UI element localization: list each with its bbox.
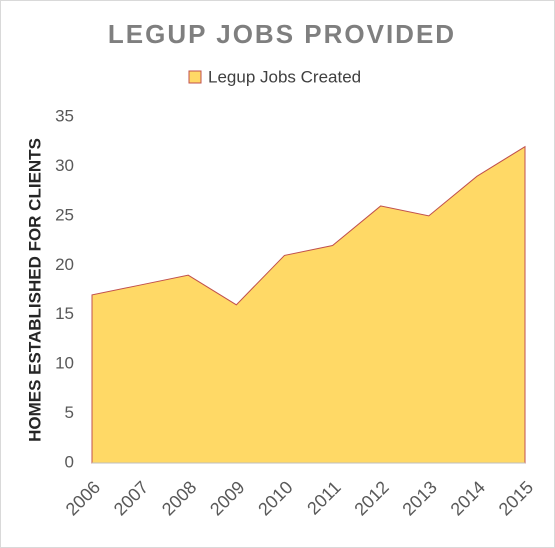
y-tick-label: 25: [55, 205, 74, 224]
y-tick-label: 15: [55, 304, 74, 323]
legend-swatch: [188, 70, 202, 84]
chart-title: LEGUP JOBS PROVIDED: [108, 19, 456, 49]
area: [91, 145, 526, 464]
y-tick-label: 35: [55, 106, 74, 125]
y-tick-label: 20: [55, 255, 74, 274]
legend-label: Legup Jobs Created: [208, 67, 361, 86]
y-tick-label: 30: [55, 156, 74, 175]
y-tick-label: 10: [55, 354, 74, 373]
y-tick-label: 0: [65, 452, 74, 471]
y-tick-label: 5: [65, 403, 74, 422]
y-axis-label: HOMES ESTABLISHED FOR CLIENTS: [25, 138, 44, 442]
